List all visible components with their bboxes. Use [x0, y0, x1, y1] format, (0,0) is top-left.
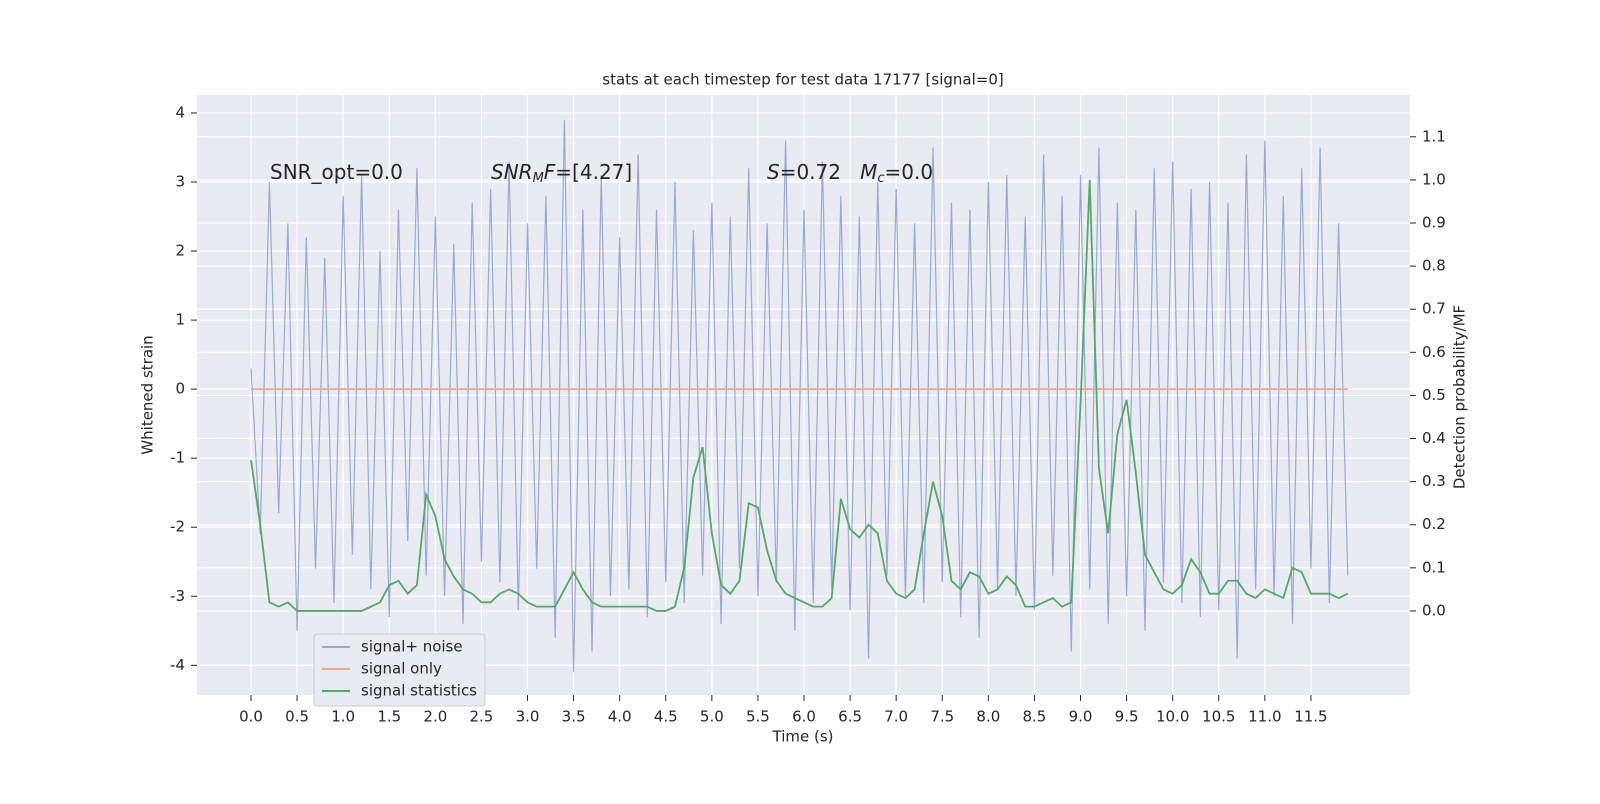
annotation-part: SNR: [491, 160, 533, 184]
y-tick-label: 1: [175, 311, 185, 329]
y2-tick-label: 0.3: [1422, 472, 1446, 490]
y2-tick-label: 0.1: [1422, 558, 1446, 576]
x-tick-label: 0.0: [239, 708, 263, 726]
x-tick-label: 8.5: [1022, 708, 1046, 726]
y2-tick-label: 0.2: [1422, 515, 1446, 533]
annotation-part: M: [860, 160, 877, 184]
y2-tick-label: 0.6: [1422, 343, 1446, 361]
x-tick-label: 5.5: [746, 708, 770, 726]
x-axis-label: Time (s): [772, 728, 834, 746]
y2-tick-label: 0.7: [1422, 300, 1446, 318]
y-tick-label: -2: [170, 518, 185, 536]
y2-tick-label: 0.5: [1422, 386, 1446, 404]
series-line: [250, 179, 1349, 612]
annotation-part: S: [767, 160, 780, 184]
y2-axis-label: Detection probability/MF: [1451, 305, 1469, 489]
x-tick-label: 9.5: [1115, 708, 1139, 726]
legend-label: signal statistics: [361, 682, 477, 700]
chart-title: stats at each timestep for test data 171…: [602, 71, 1003, 89]
x-tick-label: 3.0: [516, 708, 540, 726]
x-tick-label: 11.5: [1294, 708, 1327, 726]
annotation-part: M: [533, 171, 544, 186]
x-tick-label: 3.5: [562, 708, 586, 726]
legend-label: signal+ noise: [361, 638, 463, 656]
x-tick-label: 7.0: [884, 708, 908, 726]
y2-tick-label: 0.4: [1422, 429, 1446, 447]
x-tick-label: 5.0: [700, 708, 724, 726]
series-line: [250, 119, 1349, 673]
y2-tick-label: 0.8: [1422, 257, 1446, 275]
x-tick-label: 7.5: [930, 708, 954, 726]
x-tick-label: 1.5: [377, 708, 401, 726]
y-tick-label: -1: [170, 449, 185, 467]
x-tick-label: 1.0: [331, 708, 355, 726]
x-tick-label: 10.0: [1156, 708, 1189, 726]
y-tick-label: 0: [175, 380, 185, 398]
y-tick-label: 3: [175, 172, 185, 190]
legend-label: signal only: [361, 660, 442, 678]
y-axis-label: Whitened strain: [139, 335, 157, 454]
annotation: SNRMF=[4.27]: [491, 160, 632, 186]
y2-tick-label: 1.0: [1422, 170, 1446, 188]
x-tick-label: 0.5: [285, 708, 309, 726]
y2-tick-label: 1.1: [1422, 127, 1446, 145]
x-tick-label: 11.0: [1248, 708, 1281, 726]
x-tick-label: 2.0: [423, 708, 447, 726]
annotation: S=0.72 Mc=0.0: [767, 160, 933, 186]
y2-tick-label: 0.0: [1422, 601, 1446, 619]
annotation-part: =0.72: [780, 160, 860, 184]
annotation-part: =0.0: [885, 160, 934, 184]
y-tick-label: 4: [175, 103, 185, 121]
x-tick-label: 4.5: [654, 708, 678, 726]
y2-tick-label: 0.9: [1422, 214, 1446, 232]
x-tick-label: 10.5: [1202, 708, 1235, 726]
annotation-part: SNR_opt=0.0: [270, 160, 403, 184]
x-tick-label: 9.0: [1069, 708, 1093, 726]
x-tick-label: 4.0: [608, 708, 632, 726]
annotation: SNR_opt=0.0: [270, 160, 403, 184]
x-tick-label: 8.0: [976, 708, 1000, 726]
y-tick-label: 2: [175, 242, 185, 260]
y-tick-label: -3: [170, 587, 185, 605]
x-tick-label: 2.5: [469, 708, 493, 726]
y-tick-label: -4: [170, 656, 185, 674]
x-tick-label: 6.5: [838, 708, 862, 726]
x-tick-label: 6.0: [792, 708, 816, 726]
annotation-part: =[4.27]: [555, 160, 632, 184]
annotation-part: F: [544, 160, 556, 184]
annotation-part: c: [877, 171, 884, 186]
legend-box: [313, 633, 486, 707]
